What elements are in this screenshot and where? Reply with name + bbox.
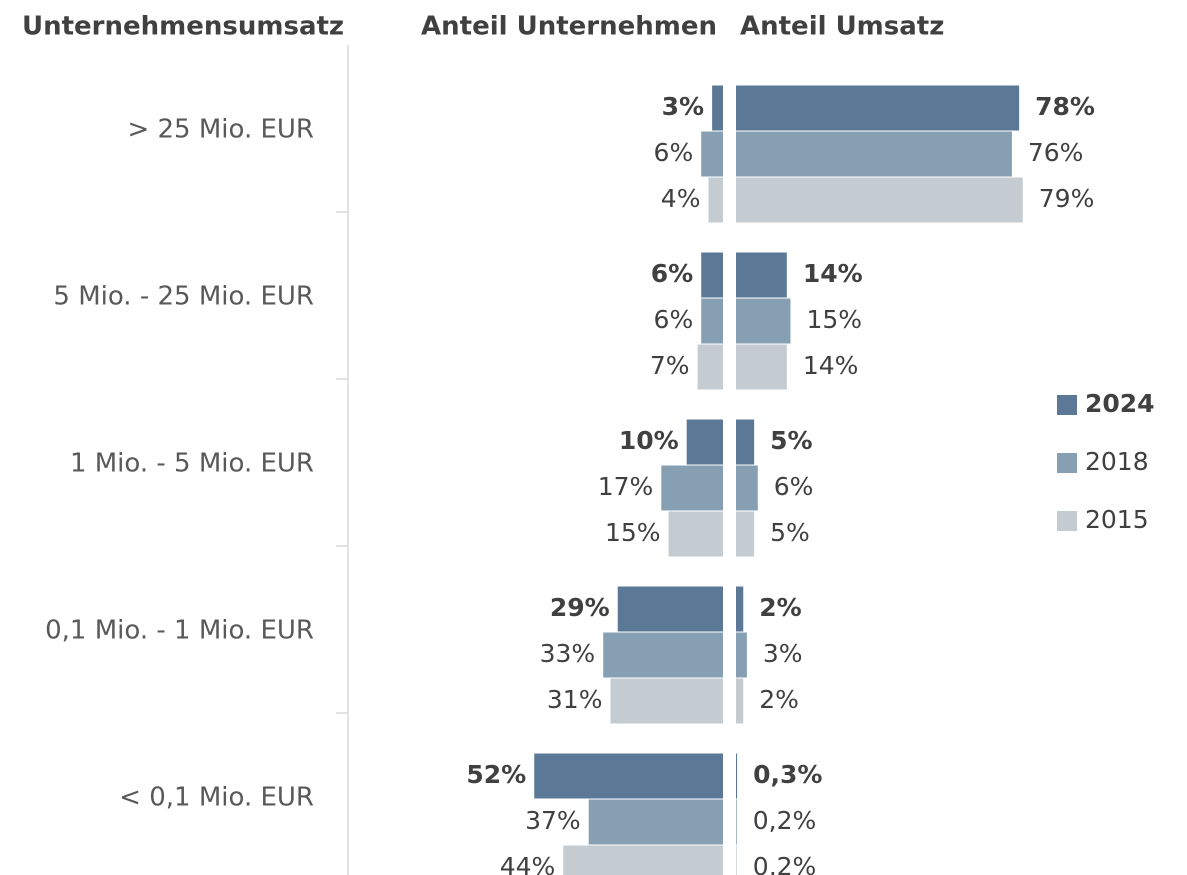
right-value-label: 0,2% [753,852,817,875]
right-bar [736,298,791,344]
right-value-label: 2% [759,685,799,714]
right-value-label: 0,3% [753,760,822,789]
left-bar [563,845,723,875]
right-bar [736,678,744,724]
left-bar [668,511,723,557]
right-value-label: 76% [1028,138,1084,167]
left-value-label: 17% [598,472,654,501]
right-value-label: 5% [770,518,810,547]
legend-swatch [1057,511,1077,531]
right-value-label: 14% [803,351,859,380]
right-value-label: 0,2% [753,806,817,835]
left-bar [708,177,723,223]
right-bar [736,85,1020,131]
legend-label: 2024 [1085,389,1155,418]
left-value-label: 10% [619,426,679,455]
left-bar [701,252,723,298]
left-value-label: 52% [466,760,526,789]
right-bar [736,131,1012,177]
right-bar [736,252,787,298]
category-label: 0,1 Mio. - 1 Mio. EUR [45,616,314,646]
right-bar [736,511,755,557]
right-bar [736,845,737,875]
right-bar [736,799,737,845]
left-value-label: 15% [605,518,661,547]
right-value-label: 78% [1035,92,1095,121]
left-bar [588,799,723,845]
right-bar [736,344,787,390]
left-bar [712,85,723,131]
left-value-label: 3% [662,92,704,121]
left-bar [603,632,723,678]
right-bar [736,465,758,511]
right-bar [736,177,1023,223]
category-header: Unternehmensumsatz [22,12,344,42]
left-bar [701,298,723,344]
category-label: < 0,1 Mio. EUR [119,783,314,813]
right-bar [736,753,738,799]
right-bar [736,419,755,465]
left-bar [617,586,723,632]
category-label: 5 Mio. - 25 Mio. EUR [53,282,314,312]
left-bar [661,465,723,511]
left-bar [697,344,723,390]
left-title: Anteil Unternehmen [421,12,717,42]
left-bar [701,131,723,177]
right-title: Anteil Umsatz [740,12,944,42]
legend-label: 2018 [1085,447,1149,476]
left-value-label: 29% [550,593,610,622]
right-value-label: 3% [763,639,803,668]
left-bar [534,753,723,799]
right-bar [736,586,744,632]
left-value-label: 33% [540,639,596,668]
category-label: > 25 Mio. EUR [127,115,314,145]
legend-label: 2015 [1085,505,1149,534]
left-bar [610,678,723,724]
right-value-label: 15% [806,305,862,334]
right-value-label: 5% [770,426,812,455]
left-value-label: 6% [654,305,694,334]
right-value-label: 2% [759,593,801,622]
left-bar [686,419,723,465]
left-value-label: 44% [500,852,556,875]
right-value-label: 14% [803,259,863,288]
left-value-label: 31% [547,685,603,714]
right-bar [736,632,747,678]
right-value-label: 6% [774,472,814,501]
left-value-label: 7% [650,351,690,380]
left-value-label: 4% [661,184,701,213]
legend-swatch [1057,395,1077,415]
left-value-label: 37% [525,806,581,835]
legend-swatch [1057,453,1077,473]
category-label: 1 Mio. - 5 Mio. EUR [70,449,314,479]
left-value-label: 6% [651,259,693,288]
left-value-label: 6% [654,138,694,167]
right-value-label: 79% [1039,184,1095,213]
